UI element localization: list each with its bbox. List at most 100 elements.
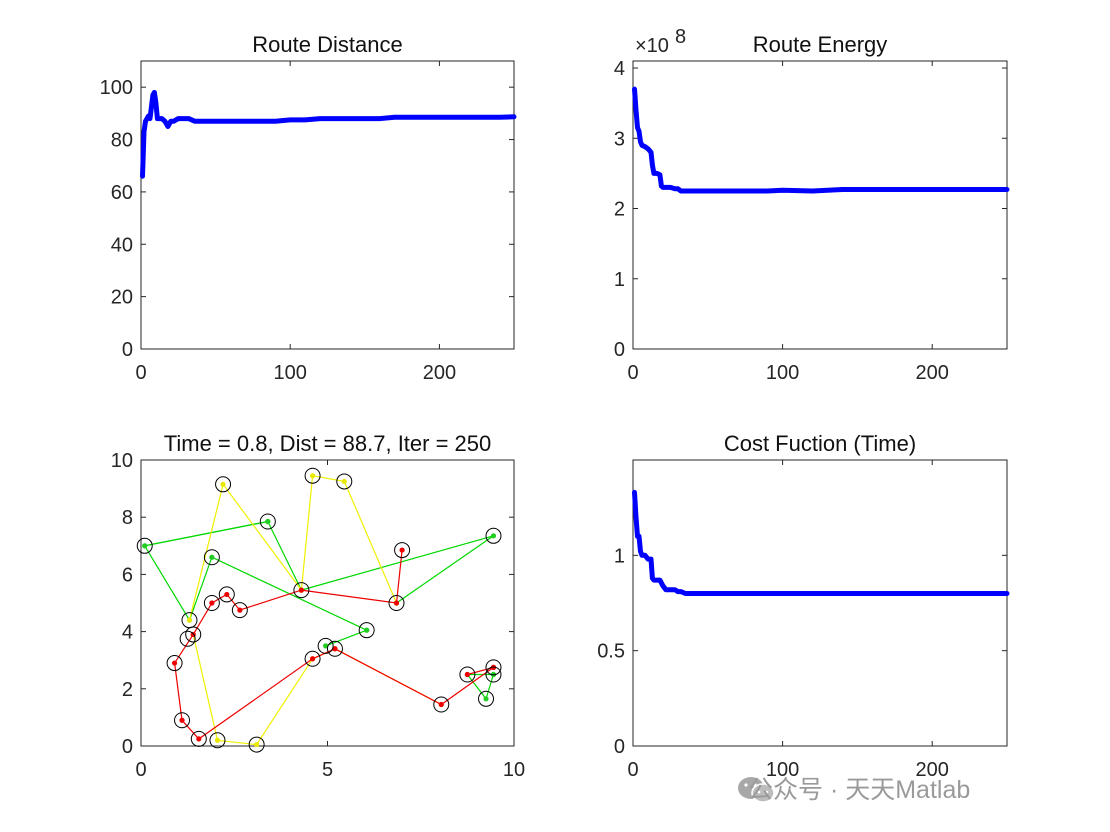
target-point: [166, 655, 183, 672]
y-tick-label: 3: [614, 128, 625, 150]
chart-title: Cost Fuction (Time): [724, 431, 916, 456]
y-tick-label: 100: [100, 77, 133, 99]
target-point: [459, 666, 476, 683]
x-tick-label: 200: [423, 362, 456, 384]
x-tick-label: 0: [135, 759, 146, 781]
target-point: [485, 527, 502, 544]
target-point: [304, 467, 321, 484]
x-tick-label: 0: [627, 362, 638, 384]
target-point: [136, 537, 153, 554]
chart-title: Time = 0.8, Dist = 88.7, Iter = 250: [164, 431, 492, 456]
route-node-dot: [399, 547, 405, 553]
series-line: [632, 86, 1010, 194]
x-tick-label: 100: [766, 362, 799, 384]
route-node-dot: [171, 660, 178, 666]
chart-title: Route Distance: [252, 32, 402, 57]
route-node-dot: [179, 717, 185, 723]
target-point: [293, 582, 310, 599]
route-node-dot: [309, 473, 316, 479]
y-tick-label: 4: [122, 622, 133, 644]
y-exponent-label: ×10: [635, 35, 669, 57]
axes-box: [140, 459, 515, 747]
y-tick-label: 0: [614, 736, 625, 758]
route-node-dot: [483, 696, 489, 702]
target-point: [209, 732, 226, 749]
route-node-dot: [196, 736, 202, 742]
target-point: [185, 626, 202, 643]
route-node-dot: [265, 518, 271, 525]
route-node-dot: [464, 671, 470, 678]
route-node-dot: [332, 646, 338, 652]
axes-box: [632, 60, 1008, 350]
axes-route-map: 0 5 10 0 2 4 6 8 10 Time = 0.8, Dist = 88.7, Iter…: [111, 431, 525, 781]
route-node-dot: [438, 701, 444, 708]
y-tick-label: 4: [614, 58, 625, 80]
target-point: [218, 586, 235, 603]
route-node-dot: [220, 481, 226, 487]
route-node-dot: [393, 600, 400, 606]
route-node-dot: [364, 627, 370, 633]
target-point: [231, 602, 248, 619]
route-node-dot: [186, 617, 193, 623]
y-tick-label: 60: [111, 182, 133, 204]
route-node-dot: [309, 656, 316, 662]
route-path: [188, 474, 398, 621]
target-point: [248, 736, 265, 753]
axes-cost-function: 0 100 200 0 0.5 1 Cost Fuction (Time): [597, 431, 1010, 781]
x-tick-label: 200: [916, 759, 949, 781]
y-tick-label: 0.5: [597, 641, 625, 663]
x-tick-label: 100: [766, 759, 799, 781]
target-point: [388, 595, 405, 611]
x-tick-label: 10: [503, 759, 525, 781]
axes-route-distance: 0 100 200 0 20 40 60 80 100 Route Distance: [100, 32, 517, 384]
target-point: [215, 476, 232, 493]
route-node-dot: [237, 607, 243, 613]
route-node-dot: [209, 554, 215, 560]
x-tick-label: 100: [274, 362, 307, 384]
wechat-icon: [738, 777, 775, 803]
y-tick-label: 0: [122, 736, 133, 758]
route-node-dot: [298, 587, 304, 593]
axes-route-energy: 0 100 200 0 1 2 3 4 Route Energy ×10 8: [614, 26, 1010, 384]
target-point: [190, 730, 207, 747]
y-tick-label: 2: [122, 679, 133, 701]
chart-title: Route Energy: [753, 32, 888, 57]
y-exponent-power: 8: [675, 26, 686, 48]
target-point: [304, 650, 321, 667]
target-point: [485, 659, 502, 676]
y-tick-label: 6: [122, 564, 133, 586]
target-point: [358, 622, 375, 639]
target-point: [317, 637, 334, 654]
route-node-dot: [142, 543, 148, 549]
series-line: [632, 489, 1010, 596]
route-node-dot: [490, 533, 497, 539]
x-tick-label: 200: [916, 362, 949, 384]
target-point: [433, 696, 450, 713]
x-tick-label: 0: [627, 759, 638, 781]
x-tick-label: 5: [322, 759, 333, 781]
axes-box: [140, 60, 515, 350]
target-point: [478, 690, 495, 707]
target-point: [203, 549, 220, 566]
route-node-dot: [254, 741, 260, 748]
target-point: [259, 513, 276, 530]
axes-box: [632, 459, 1008, 747]
y-tick-label: 1: [614, 545, 625, 567]
target-point: [203, 595, 220, 611]
route-node-dot: [341, 478, 347, 485]
y-tick-label: 20: [111, 287, 133, 309]
route-path: [173, 550, 494, 740]
y-tick-label: 2: [614, 199, 625, 221]
target-point: [336, 473, 353, 490]
route-node-dot: [209, 600, 215, 606]
y-tick-label: 1: [614, 269, 625, 291]
y-tick-label: 40: [111, 234, 133, 256]
target-point: [485, 666, 502, 683]
series-line: [140, 89, 517, 179]
watermark-text: 公众号 · 天天Matlab: [748, 776, 971, 804]
y-tick-label: 80: [111, 130, 133, 152]
route-node-dot: [214, 737, 221, 743]
y-tick-label: 0: [614, 339, 625, 361]
x-tick-label: 0: [135, 362, 146, 384]
